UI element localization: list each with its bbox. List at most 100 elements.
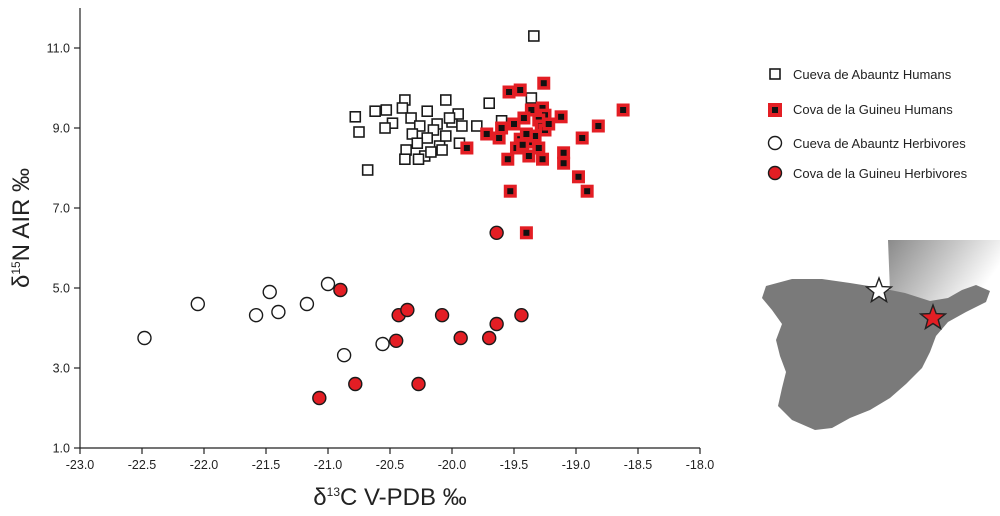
data-points — [137, 30, 630, 406]
data-point-core — [520, 115, 527, 121]
x-tick-label: -20.0 — [438, 458, 467, 472]
data-point-core — [539, 105, 546, 111]
x-tick-label: -18.0 — [686, 458, 715, 472]
x-ticks: -23.0 -22.5 -22.0 -21.5 -21.0 -20.5 -20.0 -19.5… — [66, 448, 715, 472]
x-tick-label: -19.0 — [562, 458, 591, 472]
data-point — [271, 304, 286, 320]
data-point — [412, 153, 425, 165]
data-point — [456, 120, 468, 132]
y-axis-title: δ15N AIR ‰ — [8, 168, 35, 288]
y-ticks: 1.0 3.0 5.0 7.0 9.0 11.0 — [47, 42, 80, 456]
data-point — [525, 92, 538, 104]
data-point — [389, 333, 404, 348]
data-point — [413, 120, 426, 132]
legend-item-abauntz-humans: Cueva de Abauntz Humans — [769, 67, 952, 82]
data-point-core — [507, 188, 514, 195]
data-point-core — [558, 113, 565, 120]
legend-marker-circle-red — [767, 165, 783, 181]
data-point — [336, 348, 352, 363]
data-point — [411, 137, 424, 149]
y-tick-label: 9.0 — [53, 122, 70, 136]
y-tick-label: 7.0 — [53, 202, 70, 216]
data-point-core — [560, 160, 567, 167]
data-point — [137, 330, 152, 346]
data-point — [489, 316, 504, 332]
data-point-core — [523, 229, 530, 236]
data-point — [400, 302, 415, 318]
y-tick-label: 5.0 — [53, 282, 70, 296]
x-tick-label: -21.5 — [252, 458, 281, 472]
legend-label: Cova de la Guineu Humans — [793, 102, 953, 117]
data-point — [380, 104, 393, 116]
data-point — [436, 144, 448, 156]
data-point-core — [539, 156, 546, 163]
data-point — [439, 94, 452, 106]
legend-label: Cueva de Abauntz Herbivores — [793, 136, 966, 151]
x-tick-label: -19.5 — [500, 458, 529, 472]
data-point — [248, 308, 264, 323]
data-point-core — [540, 80, 547, 87]
series-square-red — [460, 76, 630, 240]
data-point-core — [496, 135, 503, 141]
series-circle-red — [312, 225, 529, 406]
data-point-core — [545, 121, 552, 127]
legend-item-guineu-humans: Cova de la Guineu Humans — [768, 102, 953, 117]
data-point — [434, 308, 450, 323]
data-point — [453, 330, 468, 346]
legend-marker-square-open — [769, 68, 781, 80]
legend-item-guineu-herbivores: Cova de la Guineu Herbivores — [767, 165, 968, 181]
data-point — [427, 124, 440, 136]
x-tick-label: -22.0 — [190, 458, 219, 472]
data-point — [190, 296, 206, 312]
y-tick-label: 3.0 — [53, 362, 70, 376]
data-point-core — [584, 188, 591, 195]
legend: Cueva de Abauntz Humans Cova de la Guine… — [767, 67, 968, 181]
data-point-core — [595, 123, 602, 129]
x-tick-label: -22.5 — [128, 458, 157, 472]
data-point — [369, 105, 381, 117]
data-point — [299, 296, 315, 312]
series-square-open — [349, 30, 540, 176]
legend-marker-square-red-core — [772, 107, 778, 113]
data-point — [514, 308, 529, 323]
data-point-core — [498, 125, 505, 131]
data-point — [320, 276, 336, 292]
data-point-core — [506, 89, 513, 95]
data-point-core — [620, 107, 627, 113]
data-point — [528, 30, 540, 42]
data-point — [489, 225, 504, 241]
x-tick-label: -21.0 — [314, 458, 343, 472]
legend-item-abauntz-herbivores: Cueva de Abauntz Herbivores — [767, 135, 966, 151]
data-point-core — [575, 173, 582, 180]
data-point-core — [511, 121, 517, 127]
data-point — [482, 330, 497, 346]
data-point — [421, 105, 434, 117]
x-tick-label: -18.5 — [624, 458, 653, 472]
data-point — [439, 130, 452, 142]
data-point — [312, 390, 327, 406]
data-point — [333, 282, 348, 298]
data-point — [349, 111, 362, 123]
data-point-core — [519, 141, 526, 148]
data-point-core — [523, 131, 530, 137]
data-point — [483, 97, 496, 109]
data-point-core — [560, 149, 567, 156]
data-point — [470, 120, 483, 132]
data-point-core — [532, 133, 539, 139]
series-circle-open — [137, 276, 390, 363]
x-axis-title: δ13C V-PDB ‰ — [313, 484, 466, 511]
data-point — [262, 284, 277, 300]
data-point — [425, 146, 437, 158]
data-point-core — [528, 107, 535, 113]
data-point — [361, 164, 374, 176]
y-tick-label: 1.0 — [53, 442, 70, 456]
data-point-core — [517, 87, 524, 93]
data-point — [379, 122, 391, 134]
inset-map — [762, 240, 1000, 430]
map-star-abauntz — [864, 275, 894, 304]
data-point-core — [535, 145, 542, 151]
legend-label: Cueva de Abauntz Humans — [793, 67, 952, 82]
data-point — [443, 112, 456, 124]
legend-label: Cova de la Guineu Herbivores — [793, 166, 968, 181]
